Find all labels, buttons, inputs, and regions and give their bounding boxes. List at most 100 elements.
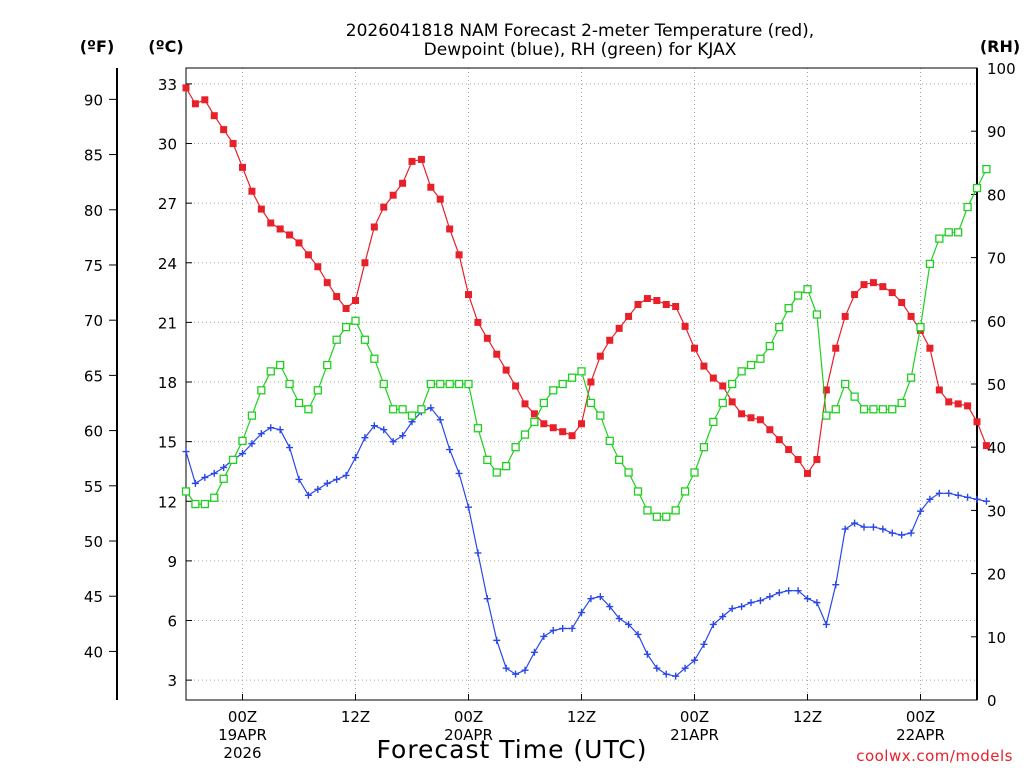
dewpoint-point: [662, 670, 670, 678]
rh-point: [652, 512, 661, 521]
rh-line: [185, 168, 987, 518]
dewpoint-point: [483, 595, 491, 603]
temperature-point: [314, 263, 322, 271]
temperature-point: [465, 291, 472, 299]
temperature-point: [333, 293, 341, 301]
temperature-point: [907, 312, 915, 320]
dewpoint-point: [822, 620, 830, 628]
rh-point: [454, 379, 464, 389]
temperature-point: [417, 155, 425, 163]
celsius-tick-label: 12: [158, 493, 177, 511]
temperature-point: [201, 96, 209, 104]
fahrenheit-tick-label: 60: [84, 423, 103, 441]
rh-point: [671, 506, 680, 515]
dewpoint-point: [832, 581, 840, 589]
dewpoint-point: [672, 672, 680, 680]
rh-point: [294, 398, 304, 408]
rh-unit-label: (RH): [980, 37, 1020, 56]
rh-point: [728, 379, 737, 389]
temperature-point: [455, 251, 463, 259]
temperature-point: [540, 420, 548, 428]
dewpoint-point: [333, 475, 341, 483]
dewpoint-point: [314, 485, 322, 493]
dewpoint-point: [841, 525, 849, 533]
temperature-point: [549, 424, 557, 432]
dewpoint-point: [549, 626, 557, 634]
dewpoint-point: [898, 531, 906, 539]
dewpoint-point: [210, 469, 218, 477]
celsius-tick-label: 33: [158, 76, 177, 94]
rh-point: [558, 379, 567, 389]
dewpoint-point: [267, 424, 275, 432]
temperature-point: [239, 163, 246, 171]
rh-tick-label: 10: [987, 629, 1006, 647]
dewpoint-point: [380, 426, 388, 434]
temperature-point: [785, 446, 793, 454]
dewpoint-point: [681, 664, 689, 672]
temperature-point: [804, 469, 811, 477]
rh-point: [407, 411, 417, 420]
temperature-point: [483, 334, 491, 342]
temperature-point: [841, 312, 849, 320]
rh-tick-label: 30: [987, 502, 1006, 520]
rh-point: [398, 405, 407, 414]
dewpoint-point: [945, 489, 953, 497]
temperature-point: [493, 350, 501, 358]
dewpoint-point: [239, 450, 246, 458]
rh-point: [417, 405, 426, 414]
rh-point: [756, 354, 765, 363]
rh-point: [906, 373, 916, 382]
dewpoint-point: [248, 440, 256, 448]
dewpoint-point: [191, 479, 199, 487]
temperature-point: [436, 195, 444, 203]
temperature-point: [926, 344, 934, 352]
celsius-tick-label: 3: [167, 672, 177, 690]
rh-point: [323, 360, 332, 370]
celsius-tick-label: 27: [158, 195, 177, 213]
dewpoint-point: [691, 656, 698, 664]
rh-point: [313, 386, 322, 395]
dewpoint-point: [728, 605, 736, 613]
dewpoint-point: [257, 430, 265, 438]
rh-point: [219, 474, 228, 483]
rh-point: [803, 285, 812, 294]
dewpoint-point: [220, 463, 228, 471]
rh-point: [888, 405, 897, 414]
date-tick-label: 19APR: [218, 726, 267, 744]
dewpoint-point: [973, 495, 981, 503]
rh-point: [793, 291, 803, 300]
temperature-point: [700, 362, 708, 370]
chart-title-line-1: 2026041818 NAM Forecast 2-meter Temperat…: [346, 21, 814, 41]
temperature-point: [832, 344, 840, 352]
dewpoint-point: [813, 599, 821, 607]
dewpoint-point: [982, 497, 990, 505]
temperature-point: [935, 386, 943, 394]
temperature-point: [276, 225, 284, 233]
dewpoint-point: [474, 549, 482, 557]
rh-tick-label: 70: [987, 250, 1006, 268]
temperature-point: [653, 297, 661, 305]
temperature-point: [775, 436, 783, 444]
temperature-point: [691, 344, 698, 352]
dewpoint-point: [596, 593, 604, 601]
temperature-point: [248, 187, 256, 195]
temperature-point: [370, 223, 378, 231]
rh-point: [577, 367, 586, 376]
rh-point: [737, 367, 746, 376]
fahrenheit-tick-label: 55: [84, 478, 103, 496]
dewpoint-point: [370, 422, 378, 430]
credit-label: coolwx.com/models: [856, 747, 1013, 765]
rh-point: [925, 259, 935, 269]
temperature-point: [860, 281, 868, 289]
dewpoint-point: [785, 587, 793, 595]
temperature-point: [662, 301, 670, 309]
dewpoint-point: [766, 593, 774, 601]
celsius-unit-label: (ºC): [148, 37, 183, 56]
dewpoint-point: [436, 416, 444, 424]
rh-point: [191, 499, 200, 509]
dewpoint-point: [323, 479, 331, 487]
temperature-point: [521, 400, 529, 408]
rh-point: [596, 411, 605, 420]
x-axis-title: Forecast Time (UTC): [377, 735, 648, 764]
rh-point: [304, 405, 313, 414]
